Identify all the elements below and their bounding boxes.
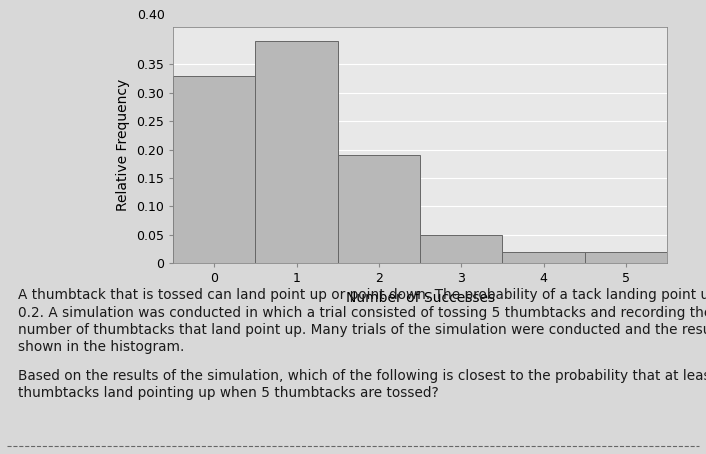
Text: 0.40: 0.40: [137, 9, 164, 22]
X-axis label: Number of Successes: Number of Successes: [345, 291, 495, 305]
Text: shown in the histogram.: shown in the histogram.: [18, 340, 184, 354]
Text: thumbtacks land pointing up when 5 thumbtacks are tossed?: thumbtacks land pointing up when 5 thumb…: [18, 386, 438, 400]
Text: number of thumbtacks that land point up. Many trials of the simulation were cond: number of thumbtacks that land point up.…: [18, 323, 706, 337]
Bar: [173, 76, 256, 263]
Text: 0.2. A simulation was conducted in which a trial consisted of tossing 5 thumbtac: 0.2. A simulation was conducted in which…: [18, 306, 706, 320]
Bar: [256, 41, 337, 263]
Bar: [337, 155, 420, 263]
Text: A thumbtack that is tossed can land point up or point down. The probability of a: A thumbtack that is tossed can land poin…: [18, 288, 706, 302]
Bar: [585, 252, 667, 263]
Y-axis label: Relative Frequency: Relative Frequency: [116, 79, 131, 212]
Bar: [420, 235, 503, 263]
Bar: [503, 252, 585, 263]
Text: Based on the results of the simulation, which of the following is closest to the: Based on the results of the simulation, …: [18, 369, 706, 383]
